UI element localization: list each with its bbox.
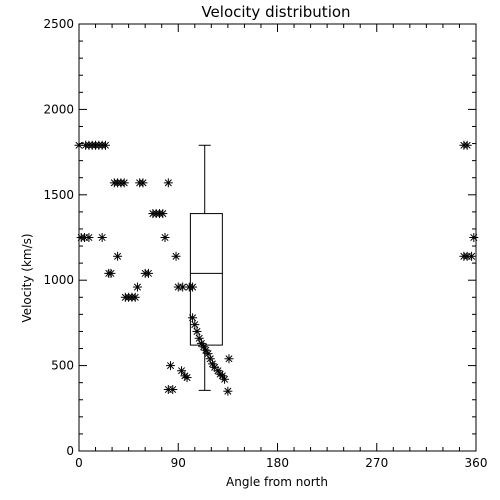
data-point	[223, 386, 233, 396]
data-point	[166, 361, 176, 371]
data-point	[130, 292, 140, 302]
data-point	[182, 373, 192, 383]
y-tick-label: 500	[51, 359, 74, 373]
data-point	[132, 282, 142, 292]
data-point	[143, 268, 153, 278]
y-tick-label: 2000	[43, 102, 74, 116]
data-point	[113, 251, 123, 261]
data-point	[138, 178, 148, 188]
x-tick-label: 360	[465, 456, 488, 470]
y-tick-label: 1000	[43, 273, 74, 287]
x-tick-label: 90	[171, 456, 186, 470]
data-point	[467, 251, 477, 261]
data-point	[192, 326, 202, 336]
data-point	[106, 268, 116, 278]
chart-title: Velocity distribution	[201, 3, 350, 21]
axis-ticks	[78, 23, 477, 452]
data-point	[188, 282, 198, 292]
plot-frame	[78, 23, 477, 452]
box-iqr	[189, 213, 223, 346]
data-point	[224, 354, 234, 364]
data-point	[171, 251, 181, 261]
y-tick-label: 0	[66, 444, 74, 458]
data-point	[160, 233, 170, 242]
data-point	[97, 233, 107, 242]
data-point	[199, 342, 209, 352]
x-tick-label: 0	[75, 456, 83, 470]
plot-border	[78, 23, 477, 452]
data-point	[84, 233, 94, 242]
data-point	[220, 374, 230, 384]
data-points	[74, 140, 479, 396]
data-point	[469, 233, 479, 242]
y-tick-label: 2500	[43, 17, 74, 31]
data-point	[190, 320, 200, 330]
data-point	[188, 313, 198, 323]
data-point	[168, 385, 178, 395]
data-point	[163, 178, 173, 188]
x-axis-label: Angle from north	[226, 475, 328, 489]
data-point	[462, 140, 472, 150]
x-tick-label: 270	[365, 456, 388, 470]
y-tick-label: 1500	[43, 188, 74, 202]
boxplot	[189, 144, 223, 391]
data-point	[158, 209, 168, 219]
data-point	[177, 366, 187, 376]
y-axis-label: Velocity (km/s)	[20, 233, 34, 322]
data-point	[100, 140, 110, 150]
data-point	[119, 178, 129, 188]
axis-tick-labels: 0 90 180 270 360 0 500 1000 1500 2000 2500	[43, 17, 487, 470]
x-tick-label: 180	[266, 456, 289, 470]
